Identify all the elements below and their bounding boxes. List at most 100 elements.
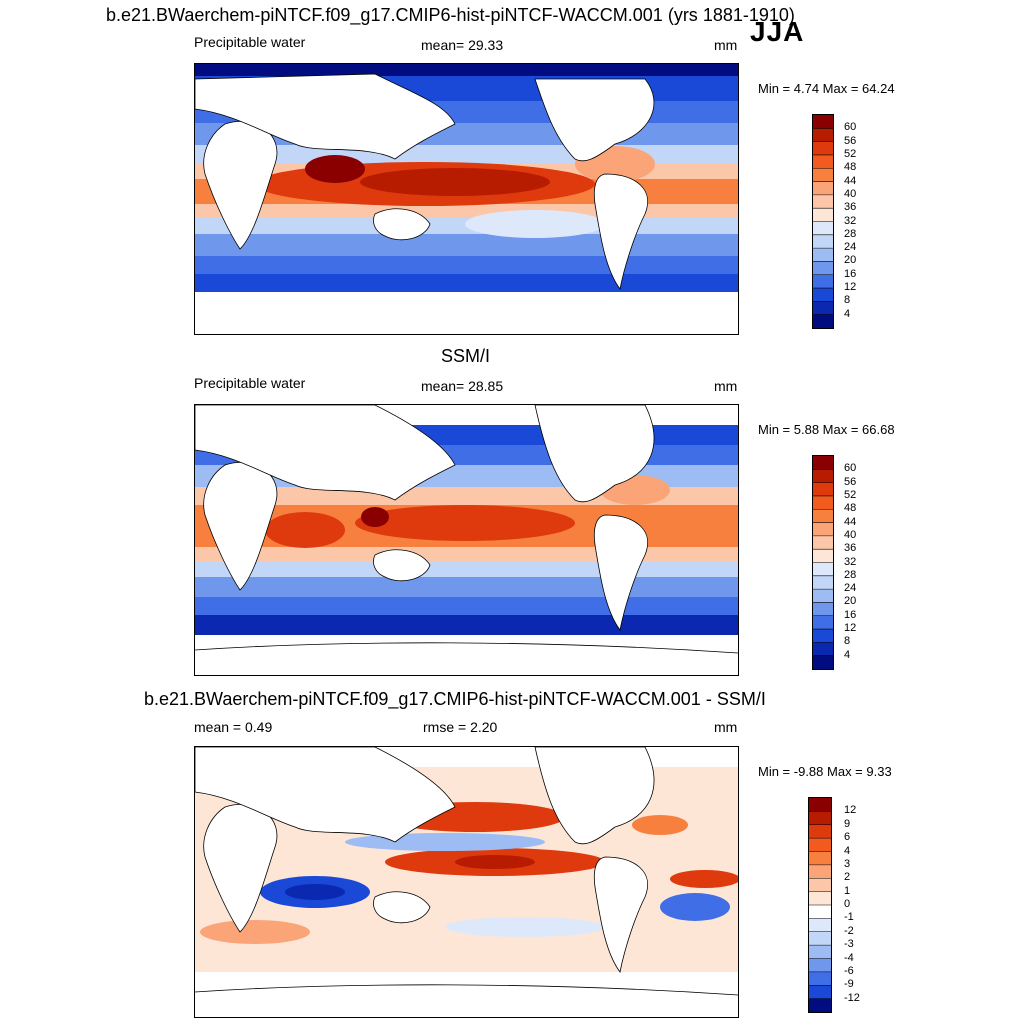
- panel2-units: mm: [714, 378, 738, 394]
- colorbar-tick-label: 56: [844, 134, 857, 147]
- colorbar-swatch: [809, 851, 831, 866]
- colorbar-swatch: [809, 838, 831, 852]
- colorbar-tick-label: 4: [844, 844, 851, 857]
- colorbar-tick-label: 60: [844, 121, 857, 134]
- colorbar-swatch: [813, 115, 833, 129]
- colorbar-swatch: [809, 811, 831, 826]
- colorbar-swatch: [813, 575, 833, 590]
- colorbar-tick-label: 52: [844, 147, 857, 160]
- colorbar-tick-label: -2: [844, 924, 854, 937]
- colorbar-swatch: [813, 128, 833, 143]
- colorbar-tick-label: 8: [844, 635, 851, 648]
- panel2-minmax: Min = 5.88 Max = 66.68: [758, 422, 895, 437]
- colorbar-swatch: [813, 288, 833, 302]
- panel1-variable: Precipitable water: [194, 34, 306, 50]
- season-label: JJA: [750, 16, 805, 47]
- colorbar-tick-label: 12: [844, 622, 857, 635]
- colorbar-swatch: [809, 998, 831, 1013]
- colorbar-tick-label: 4: [844, 307, 851, 320]
- panel1-units: mm: [714, 37, 738, 53]
- colorbar-tick-label: 0: [844, 898, 851, 910]
- colorbar-swatch: [813, 615, 833, 630]
- colorbar-swatch: [809, 971, 831, 986]
- panel2-map: [194, 404, 739, 676]
- colorbar-tick-label: 4: [844, 648, 851, 661]
- colorbar-swatch: [813, 535, 833, 550]
- colorbar-tick-label: 20: [844, 254, 857, 267]
- colorbar-swatch: [809, 945, 831, 959]
- colorbar-swatch: [809, 958, 831, 973]
- colorbar-tick-label: -1: [844, 911, 854, 924]
- colorbar-swatch: [809, 918, 831, 933]
- colorbar-swatch: [809, 878, 831, 893]
- colorbar-tick-label: 52: [844, 488, 857, 501]
- colorbar-tick-label: -3: [844, 938, 854, 951]
- panel3-colorbar-box: [808, 797, 832, 1013]
- colorbar-swatch: [813, 221, 833, 236]
- colorbar-swatch: [813, 602, 833, 617]
- panel3-map: [194, 746, 739, 1018]
- colorbar-swatch: [813, 154, 833, 169]
- colorbar-swatch: [813, 314, 833, 329]
- panel2-mean: mean= 28.85: [421, 378, 504, 394]
- colorbar-swatch: [813, 482, 833, 497]
- colorbar-tick-label: 12: [844, 281, 857, 294]
- panel3-colorbar: 12 9 6 4 3 2 1 0 -1 -2 -3 -4 -6 -9 -12: [808, 797, 860, 1013]
- colorbar-swatch: [813, 642, 833, 657]
- colorbar-tick-label: -12: [844, 991, 860, 1004]
- colorbar-swatch: [813, 549, 833, 563]
- colorbar-swatch: [813, 522, 833, 537]
- colorbar-swatch: [809, 905, 831, 919]
- colorbar-tick-label: 44: [844, 515, 857, 528]
- colorbar-swatch: [813, 495, 833, 510]
- colorbar-swatch: [813, 301, 833, 316]
- colorbar-swatch: [813, 469, 833, 484]
- colorbar-swatch: [813, 274, 833, 289]
- colorbar-tick-label: 40: [844, 528, 857, 541]
- colorbar-tick-label: 16: [844, 267, 857, 280]
- colorbar-swatch: [813, 248, 833, 262]
- colorbar-tick-label: -9: [844, 978, 854, 991]
- panel1-colorbar-swatches: [813, 115, 833, 329]
- panel2-title: SSM/I: [441, 346, 491, 366]
- colorbar-tick-label: 40: [844, 187, 857, 200]
- panel3-rmse: rmse = 2.20: [423, 719, 498, 735]
- colorbar-tick-label: 28: [844, 568, 857, 581]
- colorbar-tick-label: 36: [844, 542, 857, 555]
- panel2-colorbar-box: [812, 455, 834, 670]
- panel3-minmax: Min = -9.88 Max = 9.33: [758, 764, 892, 779]
- panel1-colorbar: 60 56 52 48 44 40 36 32 28 24 20 16 12 8 4: [812, 114, 856, 329]
- colorbar-tick-label: 1: [844, 884, 851, 897]
- colorbar-tick-label: 12: [844, 804, 857, 817]
- panel2-variable: Precipitable water: [194, 375, 306, 391]
- colorbar-tick-label: 6: [844, 831, 851, 844]
- panel3-colorbar-swatches: [809, 798, 831, 1013]
- colorbar-tick-label: 32: [844, 214, 857, 227]
- panel1-field-svg: [195, 64, 738, 334]
- panel2-field-svg: [195, 405, 738, 675]
- colorbar-swatch: [813, 168, 833, 183]
- colorbar-tick-label: 28: [844, 227, 857, 240]
- colorbar-tick-label: 60: [844, 462, 857, 475]
- colorbar-swatch: [813, 562, 833, 577]
- colorbar-swatch: [809, 985, 831, 1000]
- panel1-map: [194, 63, 739, 335]
- colorbar-tick-label: 32: [844, 555, 857, 568]
- colorbar-swatch: [813, 589, 833, 603]
- colorbar-swatch: [813, 181, 833, 196]
- colorbar-swatch: [813, 629, 833, 643]
- colorbar-tick-label: 48: [844, 161, 857, 174]
- colorbar-tick-label: 16: [844, 608, 857, 621]
- panel2-colorbar: 60 56 52 48 44 40 36 32 28 24 20 16 12 8 4: [812, 455, 856, 670]
- colorbar-swatch: [813, 194, 833, 209]
- colorbar-tick-label: 24: [844, 582, 857, 595]
- colorbar-swatch: [813, 509, 833, 524]
- colorbar-tick-label: 36: [844, 201, 857, 214]
- colorbar-tick-label: 48: [844, 502, 857, 515]
- colorbar-tick-label: 24: [844, 241, 857, 254]
- colorbar-tick-label: -6: [844, 964, 854, 977]
- colorbar-swatch: [813, 141, 833, 156]
- panel2-colorbar-swatches: [813, 456, 833, 670]
- colorbar-tick-label: 56: [844, 475, 857, 488]
- panel3-mean: mean = 0.49: [194, 719, 273, 735]
